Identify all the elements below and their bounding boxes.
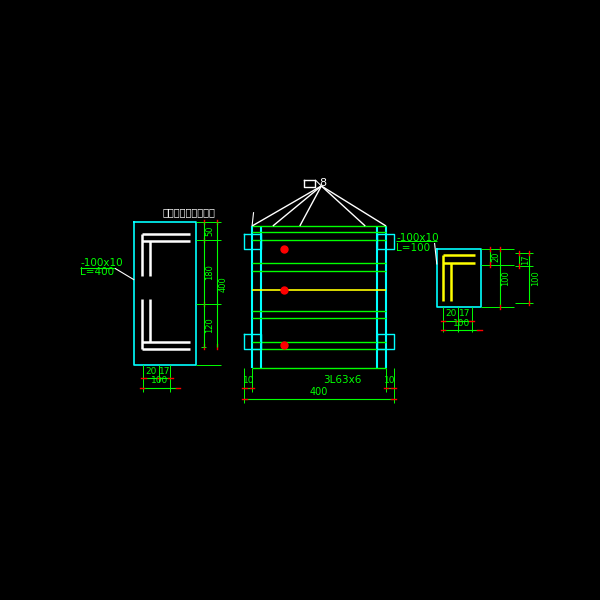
Text: 50: 50 — [205, 226, 214, 236]
Text: -100x10: -100x10 — [396, 233, 439, 242]
Text: 10: 10 — [242, 376, 254, 385]
Text: L=100: L=100 — [396, 242, 430, 253]
Text: 400: 400 — [219, 277, 228, 292]
Text: 120: 120 — [205, 317, 214, 334]
Text: 100: 100 — [531, 270, 540, 286]
Text: 100: 100 — [151, 376, 169, 385]
Text: L=400: L=400 — [80, 267, 115, 277]
Text: 17: 17 — [521, 254, 530, 265]
Text: 100: 100 — [452, 319, 470, 328]
Text: 400: 400 — [310, 387, 328, 397]
Text: 100: 100 — [502, 270, 511, 286]
Text: -100x10: -100x10 — [80, 258, 123, 268]
Text: 17: 17 — [159, 367, 170, 376]
Text: 20: 20 — [146, 367, 157, 376]
Text: 20: 20 — [445, 310, 457, 319]
Text: 20: 20 — [491, 251, 500, 262]
Text: 180: 180 — [205, 264, 214, 280]
Text: 8: 8 — [319, 178, 326, 188]
Text: 3L63x6: 3L63x6 — [323, 374, 361, 385]
Text: 预埋于柱间支撑一侧: 预埋于柱间支撑一侧 — [163, 207, 215, 217]
Text: 10: 10 — [384, 376, 395, 385]
Text: 17: 17 — [459, 310, 471, 319]
